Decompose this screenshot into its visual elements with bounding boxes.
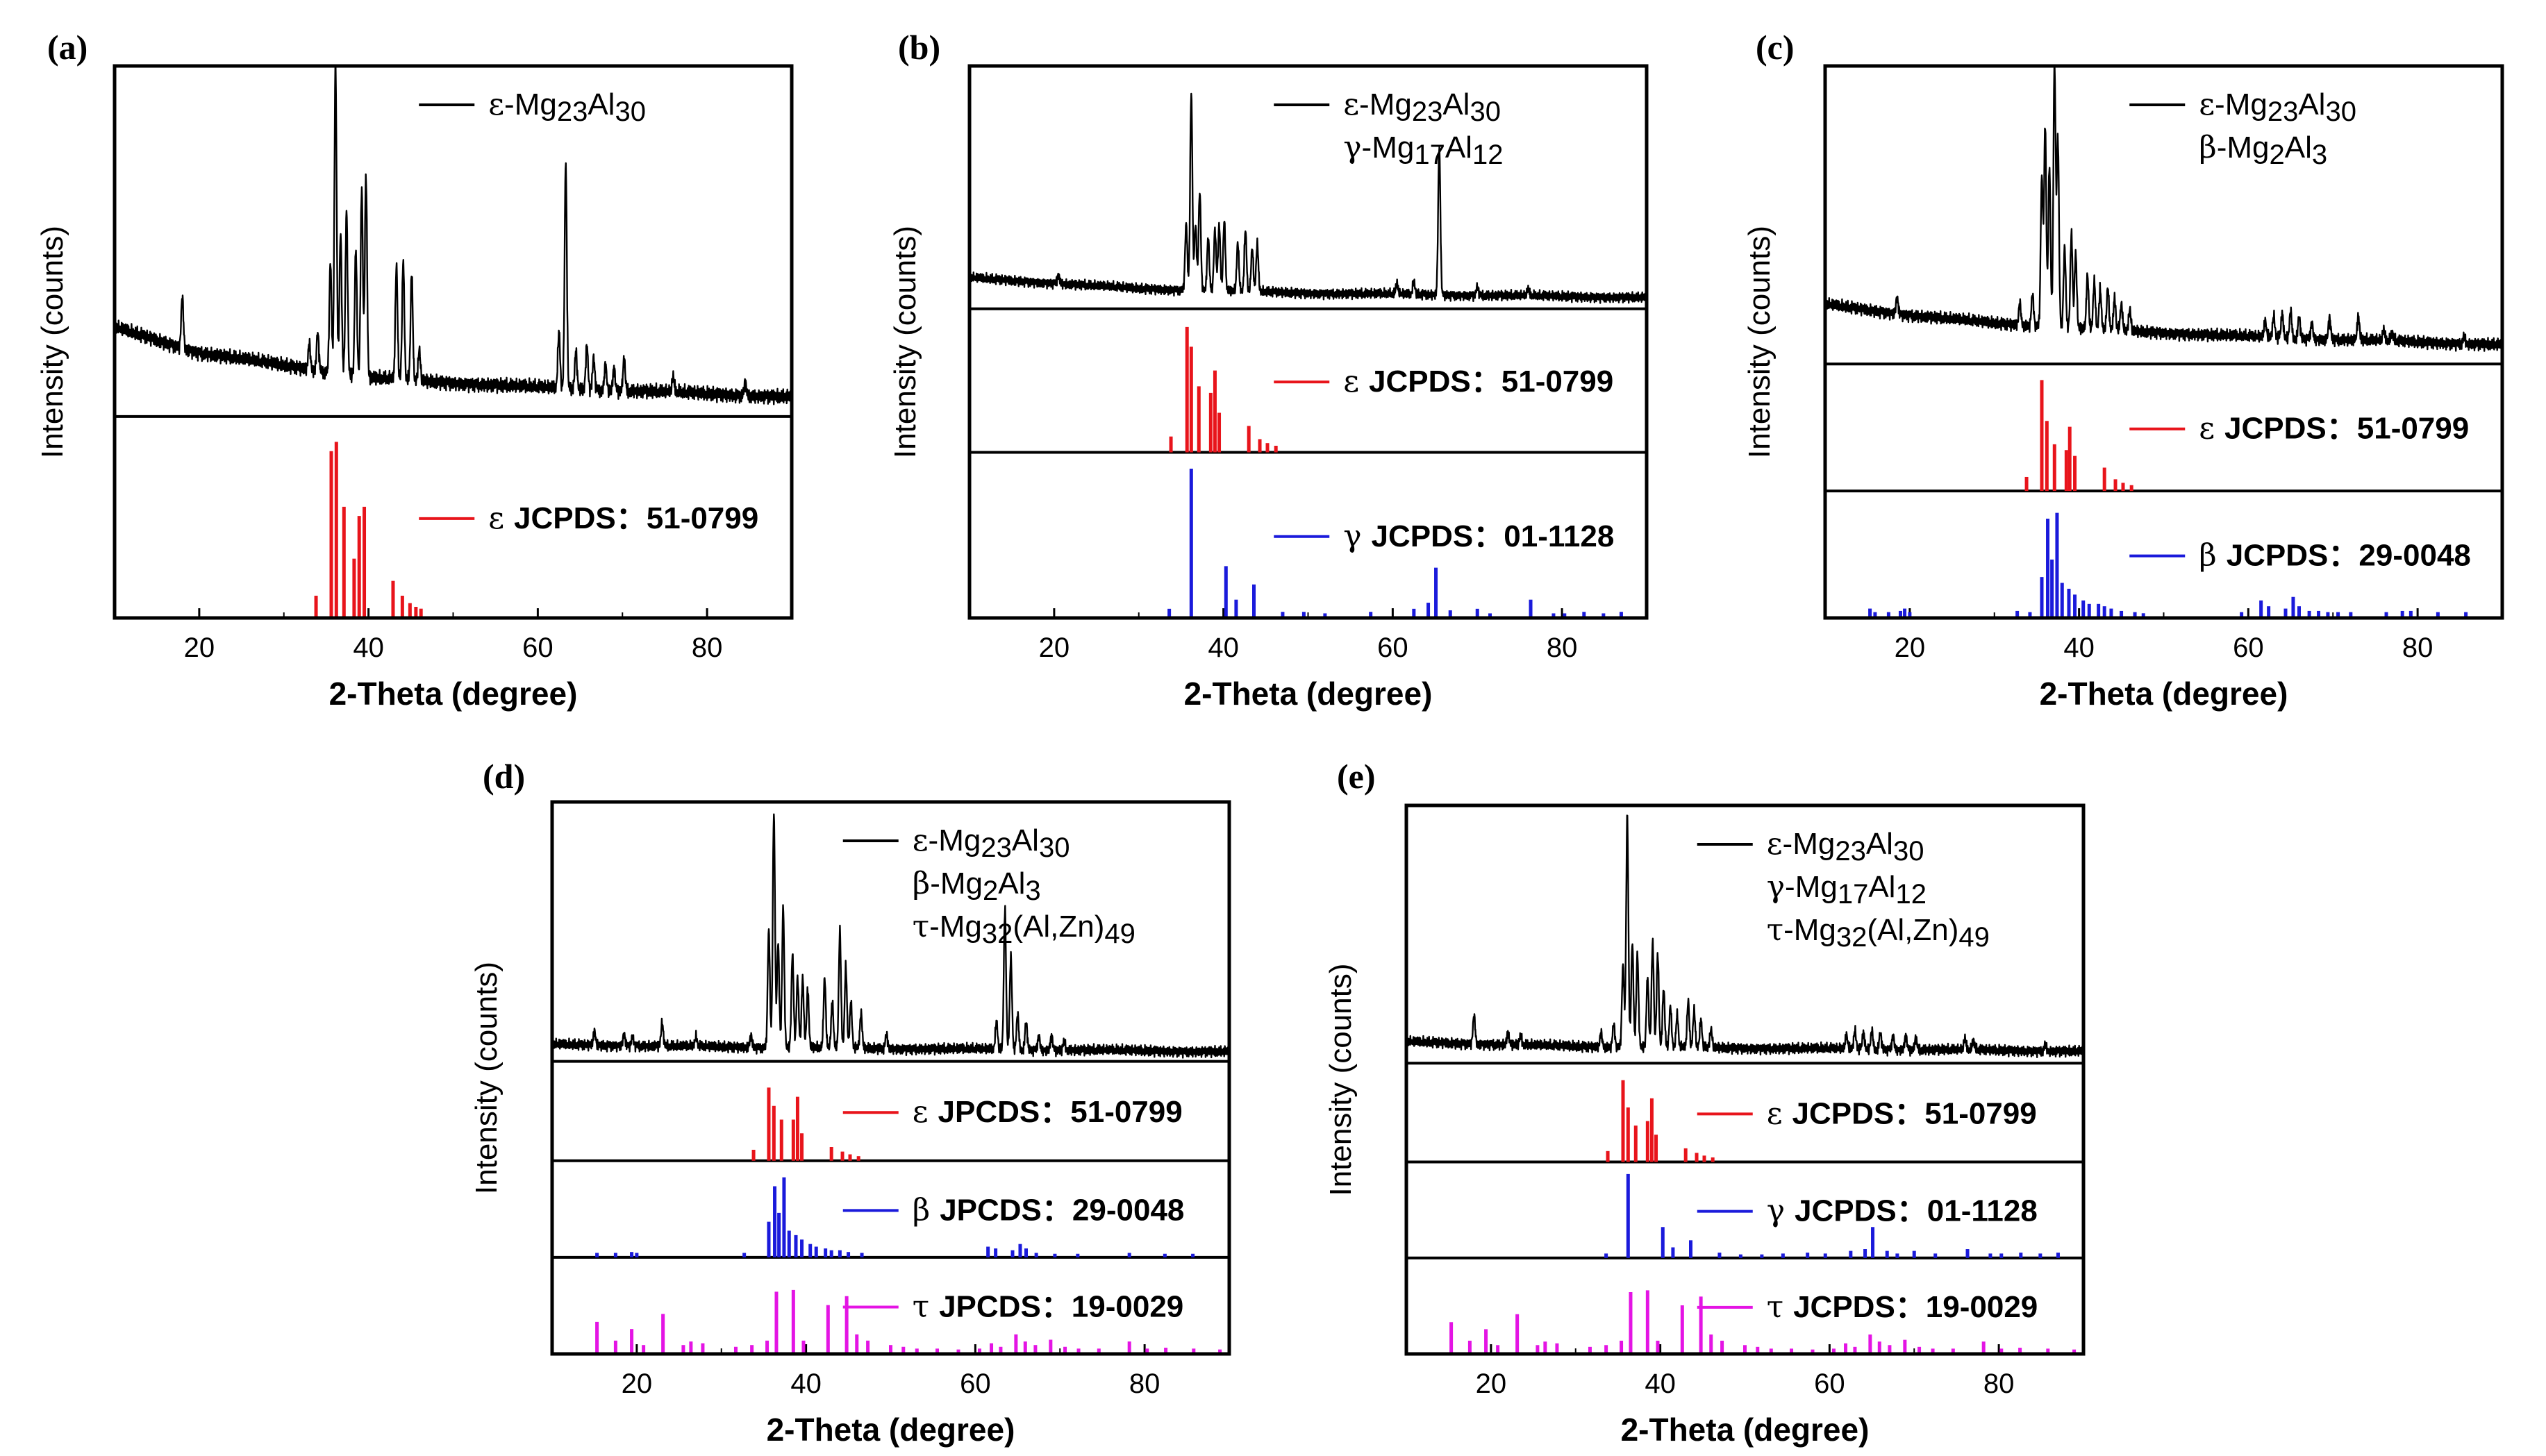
x-tick-label: 40 xyxy=(1208,633,1239,663)
y-axis-label: Intensity (counts) xyxy=(469,962,504,1194)
xrd-pattern-line xyxy=(1405,814,2084,1058)
x-tick-label: 60 xyxy=(2233,633,2264,663)
legend-entry-phase: ε-Mg23Al30 xyxy=(2199,87,2356,127)
legend-entry-phase: γ-Mg17Al12 xyxy=(1767,869,1927,910)
x-tick-label: 80 xyxy=(1547,633,1578,663)
x-tick-label: 60 xyxy=(1377,633,1408,663)
x-axis-label: 2-Theta (degree) xyxy=(767,1412,1015,1448)
legend-entry-reference: ε JCPDS：51-0799 xyxy=(1767,1096,2037,1131)
panel-e: (e) Intensity (counts) 2-Theta (degree) 20 4… xyxy=(1324,757,2086,1448)
x-tick-label: 20 xyxy=(1895,633,1926,663)
xrd-pattern-line xyxy=(1824,66,2503,352)
x-tick-label: 80 xyxy=(2402,633,2433,663)
legend-entry-reference: ε JCPDS：51-0799 xyxy=(1343,364,1613,399)
panel-d: (d) Intensity (counts) 2-Theta (degree) 20 4… xyxy=(469,757,1231,1448)
x-axis-label: 2-Theta (degree) xyxy=(1184,676,1433,712)
legend-entry-reference: ε JPCDS：51-0799 xyxy=(913,1094,1183,1130)
x-tick-label: 40 xyxy=(790,1369,822,1399)
x-tick-label: 80 xyxy=(1129,1369,1160,1399)
x-tick-label: 40 xyxy=(1645,1369,1676,1399)
x-tick-label: 60 xyxy=(522,633,554,663)
legend-entry-reference: β JCPDS：29-0048 xyxy=(2199,538,2471,574)
x-tick-label: 80 xyxy=(1983,1369,2015,1399)
panel-label: (a) xyxy=(47,28,88,67)
plot-frame xyxy=(1823,64,2504,620)
legend-entry-reference: τ JPCDS：19-0029 xyxy=(913,1289,1184,1324)
x-tick-label: 20 xyxy=(1039,633,1070,663)
panel-a: (a) Intensity (counts) 2-Theta (degree) 20 4… xyxy=(35,28,794,712)
legend-entry-reference: ε JCPDS：51-0799 xyxy=(2199,411,2469,446)
panel-c: (c) Intensity (counts) 2-Theta (degree) 20 4… xyxy=(1742,28,2504,712)
legend-entry-phase: ε-Mg23Al30 xyxy=(1343,87,1501,127)
legend-entry-reference: γ JCPDS：01-1128 xyxy=(1767,1194,2038,1229)
panel-label: (d) xyxy=(483,757,525,796)
x-axis-label: 2-Theta (degree) xyxy=(329,676,578,712)
legend-entry-phase: ε-Mg23Al30 xyxy=(1767,826,1924,867)
legend-entry-reference: β JPCDS：29-0048 xyxy=(913,1192,1185,1228)
legend-entry-phase: β-Mg2Al3 xyxy=(913,866,1041,906)
x-tick-label: 80 xyxy=(692,633,723,663)
y-axis-label: Intensity (counts) xyxy=(35,226,69,458)
x-tick-label: 60 xyxy=(1814,1369,1845,1399)
legend-entry-reference: ε JCPDS：51-0799 xyxy=(488,501,758,536)
plot-frame xyxy=(967,64,1649,620)
legend-entry-reference: τ JCPDS：19-0029 xyxy=(1767,1289,2038,1325)
panel-label: (e) xyxy=(1337,757,1376,796)
legend-entry-phase: ε-Mg23Al30 xyxy=(488,87,646,127)
x-tick-label: 40 xyxy=(2063,633,2095,663)
x-tick-label: 40 xyxy=(353,633,384,663)
panel-label: (c) xyxy=(1756,28,1795,67)
plot-frame xyxy=(113,64,794,620)
legend-entry-phase: τ-Mg32(Al,Zn)49 xyxy=(913,909,1135,949)
xrd-pattern-line xyxy=(551,813,1230,1059)
xrd-pattern-line xyxy=(113,66,792,405)
x-axis-label: 2-Theta (degree) xyxy=(2040,676,2288,712)
x-tick-label: 20 xyxy=(622,1369,653,1399)
y-axis-label: Intensity (counts) xyxy=(1742,226,1777,458)
legend-entry-phase: τ-Mg32(Al,Zn)49 xyxy=(1767,912,1990,953)
xrd-pattern-line xyxy=(968,92,1647,304)
y-axis-label: Intensity (counts) xyxy=(888,226,922,458)
panel-label: (b) xyxy=(898,28,940,67)
legend-entry-phase: β-Mg2Al3 xyxy=(2199,130,2327,170)
panel-b: (b) Intensity (counts) 2-Theta (degree) 20 4… xyxy=(888,28,1649,712)
y-axis-label: Intensity (counts) xyxy=(1324,963,1358,1196)
legend-entry-phase: γ-Mg17Al12 xyxy=(1343,130,1503,170)
plot-frame xyxy=(1404,803,2086,1356)
plot-frame xyxy=(550,800,1231,1356)
x-tick-label: 20 xyxy=(184,633,215,663)
legend-entry-phase: ε-Mg23Al30 xyxy=(913,823,1070,863)
x-tick-label: 20 xyxy=(1476,1369,1507,1399)
x-axis-label: 2-Theta (degree) xyxy=(1621,1412,1870,1448)
legend-entry-reference: γ JCPDS：01-1128 xyxy=(1343,519,1614,554)
x-tick-label: 60 xyxy=(960,1369,991,1399)
